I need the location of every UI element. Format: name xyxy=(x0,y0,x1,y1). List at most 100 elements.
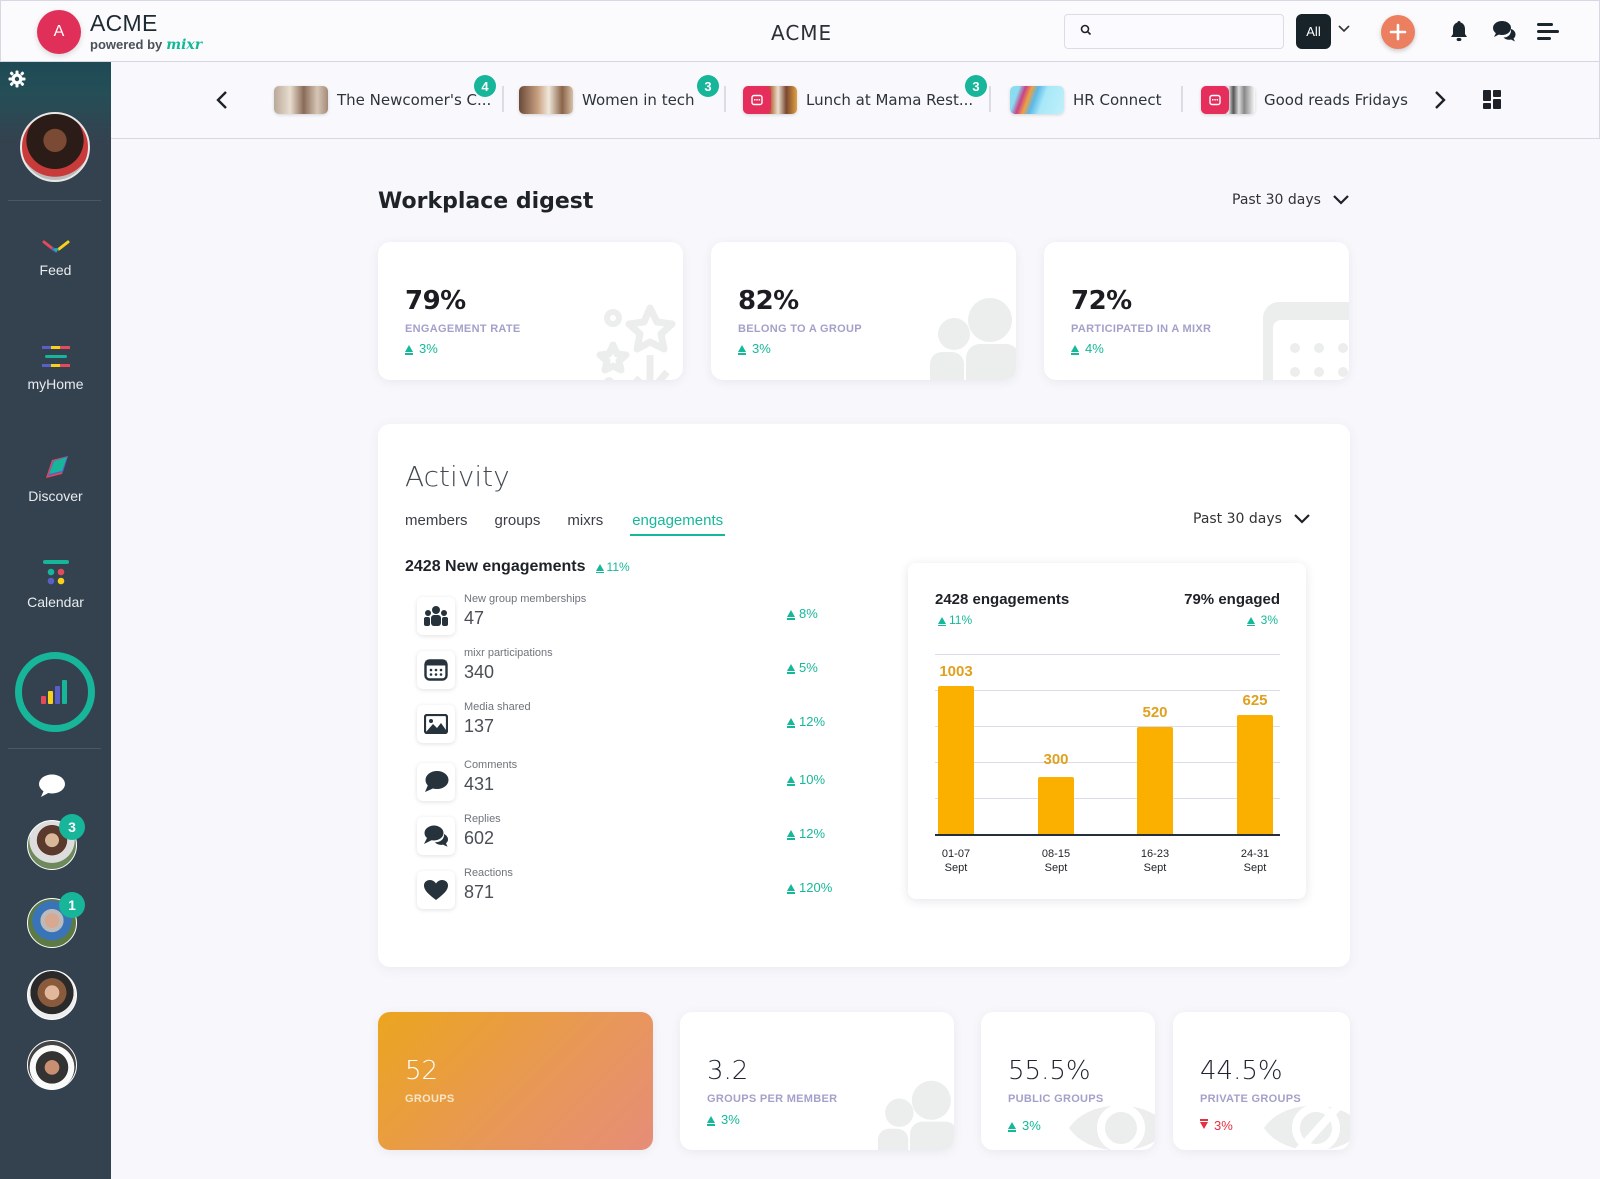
bar[interactable] xyxy=(1137,727,1173,834)
metric-value: 340 xyxy=(464,662,495,682)
chevron-left-icon[interactable] xyxy=(216,90,228,110)
kpi-delta: 3% xyxy=(738,341,771,356)
x-tick-month: Sept xyxy=(1044,862,1068,874)
delta-value: 3% xyxy=(1214,1118,1233,1133)
unread-badge: 3 xyxy=(59,814,85,840)
sidebar-item-feed[interactable]: Feed xyxy=(0,240,111,278)
group-name: Women in tech xyxy=(582,91,695,109)
chip-divider xyxy=(502,86,504,112)
chart-title: 2428 engagements xyxy=(935,591,1070,608)
sidebar-item-myhome[interactable]: myHome xyxy=(0,346,111,392)
metric-label: mixr participations xyxy=(464,647,553,659)
group-chip[interactable]: HR Connect xyxy=(1010,85,1162,115)
group-chip[interactable]: Women in tech 3 xyxy=(519,75,719,115)
group-name: The Newcomer's C... xyxy=(337,91,492,109)
kpi-value: 72% xyxy=(1071,286,1132,316)
dm-avatar[interactable] xyxy=(27,1040,77,1090)
metric-label: Reactions xyxy=(464,867,513,879)
metric-delta: 10% xyxy=(787,772,825,787)
x-tick-label: 16-23 Sept xyxy=(1125,847,1185,875)
brand-avatar: A xyxy=(37,10,81,54)
stat-label: PUBLIC GROUPS xyxy=(1008,1093,1104,1105)
people-icon xyxy=(930,298,1016,380)
chart-title-delta: 11% xyxy=(938,613,972,627)
bell-icon[interactable] xyxy=(1449,20,1469,42)
mixr-thumbnail xyxy=(1201,86,1255,114)
digest-range-select[interactable]: Past 30 days xyxy=(1232,192,1349,208)
chevron-down-icon[interactable] xyxy=(1338,25,1350,33)
tab-mixrs[interactable]: mixrs xyxy=(567,512,604,529)
stat-value: 3.2 xyxy=(707,1056,749,1086)
search-input[interactable] xyxy=(1064,14,1284,49)
bar[interactable] xyxy=(1237,715,1273,834)
kpi-delta: 4% xyxy=(1071,341,1104,356)
menu-icon[interactable] xyxy=(1537,23,1559,41)
x-tick-month: Sept xyxy=(1243,862,1267,874)
group-chip[interactable]: The Newcomer's C... 4 xyxy=(274,75,496,115)
bar[interactable] xyxy=(1038,777,1074,834)
dm-avatar[interactable] xyxy=(27,970,77,1020)
mixr-chip[interactable]: Lunch at Mama Rest... 3 xyxy=(743,75,987,115)
stat-card-private-groups: 44.5% PRIVATE GROUPS 3% xyxy=(1173,1012,1350,1150)
sidebar-item-label: myHome xyxy=(27,376,84,392)
sidebar-item-label: Discover xyxy=(28,488,83,504)
chat-icon[interactable] xyxy=(38,774,66,798)
tab-groups[interactable]: groups xyxy=(494,512,541,529)
metric-delta: 5% xyxy=(787,660,818,675)
mixr-thumbnail xyxy=(743,86,797,114)
bar[interactable] xyxy=(938,686,974,834)
stat-delta: 3% xyxy=(707,1112,740,1127)
bar-value-label: 625 xyxy=(1242,692,1268,709)
calendar-icon xyxy=(42,560,69,585)
metric-delta: 12% xyxy=(787,714,825,729)
mixr-chip[interactable]: Good reads Fridays xyxy=(1201,85,1408,115)
x-axis xyxy=(935,834,1280,836)
tab-engagements[interactable]: engagements xyxy=(630,512,726,536)
chip-divider xyxy=(989,86,991,112)
sidebar-item-label: Calendar xyxy=(27,594,84,610)
metric-value: 431 xyxy=(464,774,495,794)
mixr-logo: mixr xyxy=(166,37,203,53)
metric-label: Media shared xyxy=(464,701,531,713)
chevron-down-icon xyxy=(1333,195,1349,205)
summary-title: 2428 New engagements xyxy=(405,558,586,575)
tab-members[interactable]: members xyxy=(405,512,468,529)
stat-label: GROUPS xyxy=(405,1093,455,1105)
unread-badge: 3 xyxy=(965,75,987,97)
delta-value: 3% xyxy=(419,341,438,356)
kpi-card-mixr-participation: 72% PARTICIPATED IN A MIXR 4% xyxy=(1044,242,1349,380)
activity-range-select[interactable]: Past 30 days xyxy=(1193,511,1310,527)
trend-up-icon xyxy=(787,884,795,894)
kpi-label: BELONG TO A GROUP xyxy=(738,323,862,335)
metric-row: mixr participations 340 5% xyxy=(417,647,837,697)
stat-value: 52 xyxy=(405,1056,439,1086)
sidebar-item-label: Feed xyxy=(39,262,72,278)
discover-icon xyxy=(45,456,68,478)
search-scope-select[interactable]: All xyxy=(1296,14,1331,49)
gridline xyxy=(935,690,1280,691)
chip-divider xyxy=(1181,86,1183,112)
sidebar-item-discover[interactable]: Discover xyxy=(0,454,111,504)
messages-icon[interactable] xyxy=(1492,20,1516,42)
gear-icon[interactable] xyxy=(8,70,26,88)
x-tick-label: 01-07 Sept xyxy=(926,847,986,875)
grid-view-icon[interactable] xyxy=(1483,90,1503,110)
powered-by-label: powered by xyxy=(90,37,163,52)
activity-title: Activity xyxy=(405,460,510,493)
add-button[interactable] xyxy=(1381,15,1415,49)
calendar-icon xyxy=(424,659,448,681)
user-avatar[interactable] xyxy=(20,112,90,182)
mixr-name: Good reads Fridays xyxy=(1264,91,1408,109)
gridline xyxy=(935,654,1280,655)
brand[interactable]: A ACME powered by mixr xyxy=(37,10,202,54)
kpi-card-group-membership: 82% BELONG TO A GROUP 3% xyxy=(711,242,1016,380)
stars-icon xyxy=(596,304,676,380)
x-tick-month: Sept xyxy=(1143,862,1167,874)
sidebar-item-insights[interactable] xyxy=(15,652,95,732)
sidebar-divider xyxy=(8,200,101,201)
trend-up-icon xyxy=(738,345,746,355)
sidebar-divider xyxy=(8,748,101,749)
chevron-right-icon[interactable] xyxy=(1434,90,1446,110)
sidebar-item-calendar[interactable]: Calendar xyxy=(0,560,111,610)
delta-value: 3% xyxy=(1022,1118,1041,1133)
